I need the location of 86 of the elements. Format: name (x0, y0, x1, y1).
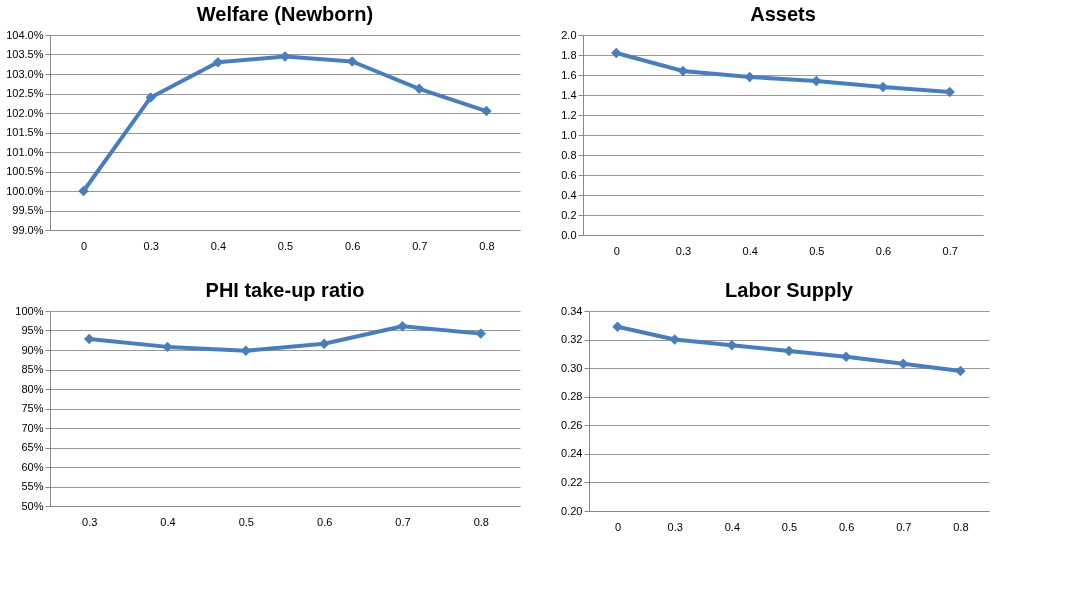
x-tick-label: 0.5 (781, 520, 798, 533)
chart-title: Labor Supply (725, 279, 854, 301)
y-tick-label: 65% (21, 441, 44, 453)
x-tick-label: 0 (615, 520, 622, 533)
point (612, 321, 623, 332)
y-tick-label: 103.5% (6, 48, 44, 60)
y-tick-label: 50% (21, 499, 44, 512)
y-tick-label: 70% (21, 421, 44, 434)
y-tick-label: 100% (15, 304, 44, 317)
y-tick-label: 101.5% (6, 126, 44, 138)
y-tick-label: 99.0% (12, 223, 44, 236)
x-tick-label: 0.6 (838, 520, 855, 533)
y-tick-label: 85% (21, 363, 44, 375)
y-tick-label: 0.0 (561, 228, 577, 241)
y-tick-label: 0.4 (561, 188, 577, 201)
y-tick-label: 1.4 (561, 88, 577, 101)
y-tick-label: 100.5% (6, 165, 44, 177)
chart-title: Assets (750, 3, 816, 25)
point (145, 92, 156, 103)
y-tick-label: 0.26 (561, 418, 583, 431)
x-tick-label: 0.6 (317, 515, 333, 528)
chart-title: PHI take-up ratio (205, 279, 365, 301)
x-tick-label: 0.3 (675, 244, 692, 257)
x-tick-label: 0.6 (344, 239, 361, 252)
y-tick-label: 100.0% (6, 184, 44, 197)
point (744, 71, 755, 83)
x-tick-label: 0.8 (953, 520, 969, 533)
y-tick-label: 0.28 (561, 390, 583, 403)
x-tick-label: 0.7 (942, 244, 958, 257)
y-tick-label: 95% (21, 324, 44, 336)
point (669, 334, 680, 345)
point (955, 365, 966, 377)
x-tick-label: 0.5 (809, 244, 825, 257)
y-tick-label: 75% (21, 402, 44, 414)
point (811, 75, 822, 87)
point (944, 86, 955, 98)
y-tick-label: 55% (21, 480, 44, 492)
x-tick-label: 0.3 (143, 239, 159, 252)
point (611, 47, 622, 59)
y-tick-label: 0.24 (561, 447, 583, 460)
point (162, 341, 173, 353)
y-tick-label: 0.8 (561, 148, 577, 161)
y-tick-label: 80% (21, 382, 44, 395)
x-tick-label: 0.5 (277, 239, 294, 252)
x-tick-label: 0.5 (238, 515, 254, 528)
y-tick-label: 0.30 (561, 361, 583, 374)
point (898, 358, 909, 370)
x-tick-label: 0 (81, 239, 88, 252)
y-tick-label: 101.0% (6, 145, 44, 158)
y-tick-label: 0.6 (561, 168, 577, 181)
x-tick-label: 0.7 (412, 239, 428, 252)
y-tick-label: 1.6 (561, 68, 577, 81)
x-tick-label: 0.3 (82, 515, 98, 528)
y-tick-label: 104.0% (6, 28, 44, 41)
y-tick-label: 102.5% (6, 87, 44, 99)
x-tick-label: 0.8 (473, 515, 489, 528)
x-tick-label: 0.8 (479, 239, 495, 252)
point (397, 320, 408, 332)
x-tick-label: 0.6 (875, 244, 892, 257)
y-tick-label: 99.5% (12, 204, 44, 216)
point (481, 105, 492, 117)
chart-title: Welfare (Newborn) (196, 3, 374, 25)
y-tick-label: 102.0% (6, 106, 44, 119)
x-tick-label: 0.7 (896, 520, 912, 533)
y-tick-label: 0.32 (561, 333, 583, 346)
x-tick-label: 0.4 (210, 239, 227, 252)
x-tick-label: 0.4 (724, 520, 741, 533)
x-tick-label: 0.4 (160, 515, 176, 528)
y-tick-label: 0.20 (561, 504, 583, 517)
point (78, 185, 89, 197)
x-tick-label: 0.7 (395, 515, 411, 528)
y-tick-label: 103.0% (6, 67, 44, 80)
y-tick-label: 90% (21, 343, 44, 356)
x-tick-label: 0.4 (742, 244, 758, 257)
y-tick-label: 2.0 (561, 28, 577, 41)
x-tick-label: 0.3 (667, 520, 683, 533)
point (83, 333, 95, 345)
point (414, 83, 425, 95)
y-tick-label: 1.0 (561, 128, 577, 141)
x-tick-label: 0 (613, 244, 620, 257)
y-tick-label: 0.22 (561, 475, 583, 488)
y-tick-label: 1.2 (561, 108, 577, 121)
y-tick-label: 0.34 (561, 304, 583, 317)
y-tick-label: 0.2 (561, 208, 577, 221)
y-tick-label: 60% (21, 460, 44, 473)
y-tick-label: 1.8 (561, 48, 577, 61)
